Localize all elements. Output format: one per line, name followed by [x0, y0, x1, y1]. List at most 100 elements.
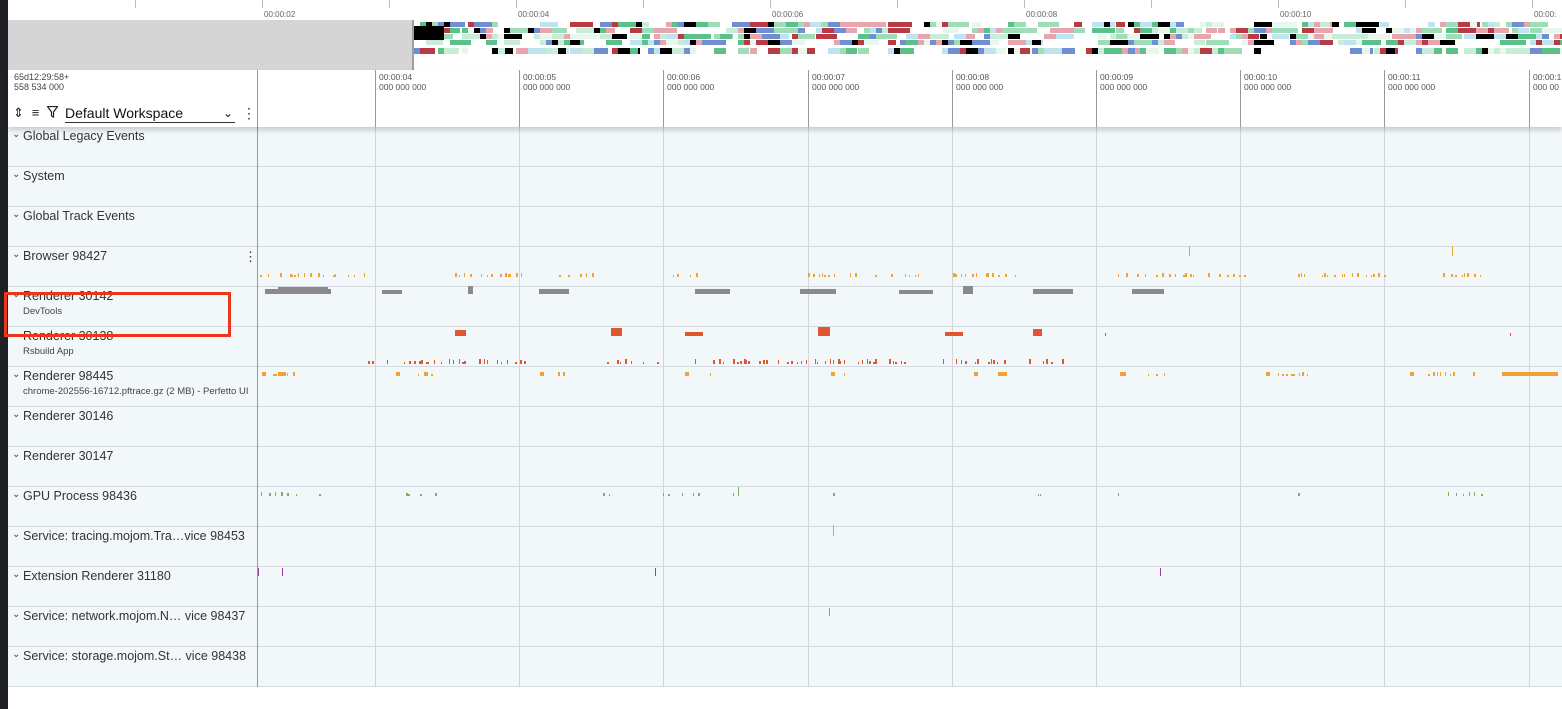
overview-selection-handle[interactable]	[412, 20, 414, 70]
overview-activity-cell	[1320, 40, 1333, 45]
chevron-down-icon[interactable]: ⌄	[12, 489, 21, 500]
overview-activity-cell	[1038, 22, 1059, 27]
chevron-down-icon[interactable]: ⌄	[12, 409, 21, 420]
overview-activity-cell	[1404, 40, 1420, 45]
chevron-down-icon[interactable]: ⌄	[12, 209, 21, 220]
overview-activity-cell	[1362, 48, 1370, 54]
overview-activity-cell	[990, 34, 1011, 39]
ruler-tick-subtime: 000 000 000	[667, 82, 715, 92]
overview-activity-cell	[1536, 34, 1545, 39]
chevron-down-icon[interactable]: ⌄	[12, 169, 21, 180]
ruler-tick-subtime: 000 000 000	[812, 82, 860, 92]
track-shell[interactable]: ⌄ Renderer 98445 chrome-202556-16712.pftra…	[8, 367, 258, 407]
overview-activity-cell	[1206, 28, 1217, 33]
track-title: Service: tracing.mojom.Tra…vice 98453	[23, 529, 245, 543]
track-shell[interactable]: ⌄ Renderer 30146	[8, 407, 258, 447]
track-row[interactable]: ⌄ Renderer 30142 DevTools	[8, 287, 1562, 327]
chevron-down-icon[interactable]: ⌄	[12, 649, 21, 660]
track-title: Renderer 98445	[23, 369, 114, 383]
overview-activity-cell	[1050, 28, 1071, 33]
chevron-down-icon[interactable]: ⌄	[12, 449, 21, 460]
overview-activity-cell	[696, 40, 702, 45]
chevron-down-icon[interactable]: ⌄	[12, 569, 21, 580]
overview-activity-cell	[894, 48, 902, 54]
track-row[interactable]: ⌄ Renderer 30146	[8, 407, 1562, 447]
overview-activity-cell	[630, 48, 638, 54]
chevron-down-icon[interactable]: ⌄	[12, 249, 21, 260]
expand-collapse-icon[interactable]: ⇕	[13, 105, 24, 120]
overview-activity-cell	[834, 40, 843, 45]
track-row[interactable]: ⌄ Global Track Events	[8, 207, 1562, 247]
chevron-down-icon[interactable]: ⌄	[12, 609, 21, 620]
chevron-down-icon[interactable]: ⌄	[12, 529, 21, 540]
filter-icon[interactable]	[46, 105, 59, 121]
overview-timeline[interactable]: 00:00:02 00:00:04 00:00:06 00:00:08 00:00:10…	[8, 0, 1562, 70]
chevron-down-icon[interactable]: ⌄	[12, 369, 21, 380]
overview-activity-cell	[450, 22, 465, 27]
track-list: ⌄ Global Legacy Events ⌄ System ⌄ Global Trac…	[8, 127, 1562, 687]
track-shell[interactable]: ⌄ GPU Process 98436	[8, 487, 258, 527]
track-shell[interactable]: ⌄ Service: storage.mojom.St… vice 98438	[8, 647, 258, 687]
track-row[interactable]: ⌄ Service: tracing.mojom.Tra…vice 98453	[8, 527, 1562, 567]
overview-activity-cell	[678, 40, 685, 45]
overview-activity-cell	[1422, 34, 1439, 39]
overview-activity-cell	[1188, 28, 1196, 33]
overview-activity-cell	[840, 48, 846, 54]
overview-activity-cell	[654, 28, 677, 33]
overview-activity-cell	[1530, 48, 1549, 54]
overview-activity-cell	[1170, 28, 1179, 33]
overview-activity-cell	[1014, 22, 1026, 27]
overview-activity-cell	[876, 22, 886, 27]
ruler-tick-time: 00:00:11	[1388, 72, 1421, 82]
overview-activity-cell	[1554, 40, 1562, 45]
flows-icon[interactable]: ≡	[31, 105, 40, 120]
track-row[interactable]: ⌄ Renderer 30138 Rsbuild App	[8, 327, 1562, 367]
track-shell[interactable]: ⌄ Browser 98427 ⋮	[8, 247, 258, 287]
overview-activity-cell	[1554, 34, 1562, 39]
overview-activity-cell	[1176, 22, 1184, 27]
track-row[interactable]: ⌄ Browser 98427 ⋮	[8, 247, 1562, 287]
overview-activity-cell	[450, 28, 460, 33]
track-shell[interactable]: ⌄ Service: network.mojom.N… vice 98437	[8, 607, 258, 647]
more-vert-icon[interactable]: ⋮	[242, 104, 256, 121]
timeline-header: 65d12:29:58+ 558 534 000 ⇕ ≡ Default Wor…	[8, 70, 1562, 127]
track-row[interactable]: ⌄ System	[8, 167, 1562, 207]
track-row[interactable]: ⌄ Global Legacy Events	[8, 127, 1562, 167]
ruler-tick	[952, 70, 953, 127]
track-shell[interactable]: ⌄ Global Legacy Events	[8, 127, 258, 167]
more-vert-icon[interactable]: ⋮	[244, 249, 257, 264]
track-shell[interactable]: ⌄ Global Track Events	[8, 207, 258, 247]
ruler-tick	[663, 70, 664, 127]
track-row[interactable]: ⌄ Extension Renderer 31180	[8, 567, 1562, 607]
overview-minor-tick	[516, 0, 517, 8]
overview-activity-cell	[696, 22, 713, 27]
track-shell[interactable]: ⌄ Service: tracing.mojom.Tra…vice 98453	[8, 527, 258, 567]
overview-activity-cell	[984, 48, 1003, 54]
overview-activity-cell	[738, 48, 749, 54]
workspace-select[interactable]: Default Workspace ⌄	[65, 104, 235, 123]
track-shell[interactable]: ⌄ Extension Renderer 31180	[8, 567, 258, 607]
track-row[interactable]: ⌄ Renderer 30147	[8, 447, 1562, 487]
overview-activity-cell	[1542, 40, 1558, 45]
chevron-down-icon[interactable]: ⌄	[12, 129, 21, 140]
overview-activity-cell	[1128, 34, 1151, 39]
overview-activity-cell	[1152, 28, 1160, 33]
overview-activity-cell	[642, 34, 650, 39]
overview-activity-cell	[744, 28, 763, 33]
track-shell[interactable]: ⌄ System	[8, 167, 258, 207]
overview-activity-cell	[1428, 22, 1435, 27]
overview-unselected-region[interactable]	[8, 20, 412, 70]
track-row[interactable]: ⌄ Service: storage.mojom.St… vice 98438	[8, 647, 1562, 687]
overview-time-label: 00:00:	[1534, 10, 1557, 19]
ruler-tick-subtime: 000 000 000	[956, 82, 1004, 92]
overview-activity-cell	[462, 34, 481, 39]
track-shell[interactable]: ⌄ Renderer 30147	[8, 447, 258, 487]
time-ruler[interactable]: 00:00:04 000 000 000 00:00:05 000 000 000 00…	[258, 70, 1562, 127]
track-row[interactable]: ⌄ Renderer 98445 chrome-202556-16712.pftra…	[8, 367, 1562, 407]
overview-activity-cell	[966, 34, 975, 39]
overview-activity-cell	[708, 22, 720, 27]
overview-activity-cell	[594, 28, 602, 33]
track-row[interactable]: ⌄ GPU Process 98436	[8, 487, 1562, 527]
overview-minor-tick	[135, 0, 136, 8]
track-row[interactable]: ⌄ Service: network.mojom.N… vice 98437	[8, 607, 1562, 647]
